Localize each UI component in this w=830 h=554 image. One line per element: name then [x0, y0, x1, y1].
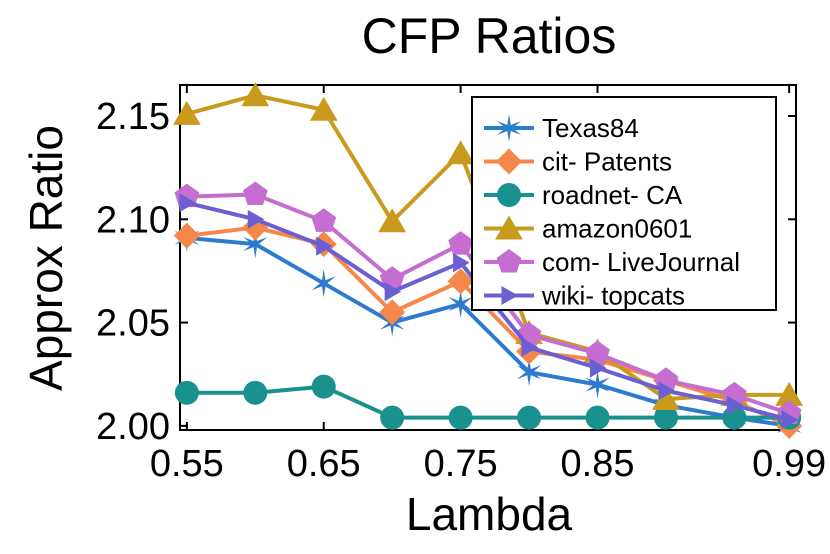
- data-point-com-livejournal: [448, 231, 473, 255]
- data-point-wiki-topcats: [590, 358, 607, 378]
- y-tick-label: 2.05: [96, 303, 170, 345]
- data-point-amazon0601: [173, 100, 201, 125]
- legend-item-texas84: Texas84: [484, 113, 639, 143]
- legend-item-wiki-topcats: wiki- topcats: [484, 281, 685, 311]
- data-point-wiki-topcats: [453, 253, 470, 273]
- legend-marker: [496, 249, 522, 273]
- ticks-layer: 0.55 0.65 0.75 0.85 0.99 2.00 2.05 2.10 2.15: [96, 85, 826, 485]
- data-point-wiki-topcats: [384, 282, 402, 302]
- legend-label: Texas84: [542, 113, 639, 143]
- series-roadnet-ca: [174, 374, 802, 430]
- data-point-wiki-topcats: [658, 381, 675, 401]
- x-axis-label: Lambda: [406, 488, 573, 540]
- series-line-cit-patents: [186, 225, 791, 428]
- data-point-wiki-topcats: [726, 395, 744, 415]
- legend-item-amazon0601: amazon0601: [484, 214, 692, 244]
- legend-item-com-livejournal: com- LiveJournal: [484, 247, 740, 277]
- data-point-amazon0601: [309, 96, 338, 121]
- data-point-texas84: [516, 358, 542, 387]
- legend-label: amazon0601: [542, 214, 692, 244]
- data-point-wiki-topcats: [521, 337, 539, 357]
- legend-marker: [495, 215, 523, 240]
- data-point-com-livejournal: [585, 340, 610, 365]
- legend-box: [471, 96, 777, 311]
- data-point-roadnet-ca: [653, 405, 678, 430]
- y-axis-label: Approx Ratio: [20, 125, 72, 391]
- series-line-roadnet-ca: [186, 384, 790, 420]
- chart-title: CFP Ratios: [362, 8, 617, 64]
- data-point-com-livejournal: [311, 208, 337, 232]
- data-point-texas84: [585, 370, 610, 399]
- data-point-amazon0601: [241, 82, 270, 107]
- data-point-cit-patents: [379, 299, 406, 326]
- data-point-amazon0601: [378, 208, 406, 233]
- x-tick-label: 0.99: [752, 443, 826, 485]
- data-point-amazon0601: [775, 381, 803, 406]
- legend-label: roadnet- CA: [542, 180, 683, 210]
- data-point-amazon0601: [446, 140, 475, 165]
- data-point-roadnet-ca: [243, 380, 268, 405]
- data-point-cit-patents: [447, 268, 474, 295]
- legend-item-roadnet-ca: roadnet- CA: [484, 180, 683, 210]
- data-point-roadnet-ca: [311, 374, 336, 399]
- data-point-cit-patents: [173, 222, 200, 249]
- data-point-wiki-topcats: [247, 209, 265, 229]
- plot-frame: [179, 84, 797, 431]
- x-tick-label: 0.65: [287, 443, 361, 485]
- data-point-wiki-topcats: [179, 193, 196, 213]
- legend-marker: [496, 148, 522, 175]
- data-point-roadnet-ca: [448, 405, 473, 430]
- x-tick-label: 0.55: [150, 443, 224, 485]
- y-tick-label: 2.15: [96, 96, 170, 138]
- data-point-texas84: [311, 269, 336, 298]
- data-point-roadnet-ca: [517, 405, 542, 430]
- data-point-com-livejournal: [242, 181, 268, 205]
- y-tick-label: 2.00: [96, 406, 170, 448]
- data-point-wiki-topcats: [316, 236, 333, 256]
- data-point-roadnet-ca: [380, 405, 405, 430]
- data-point-texas84: [243, 230, 268, 259]
- legend-marker: [497, 183, 521, 207]
- legend-label: cit- Patents: [542, 147, 672, 177]
- series-layer: [173, 82, 803, 440]
- series-line-texas84: [186, 235, 790, 428]
- legend-item-cit-patents: cit- Patents: [484, 147, 672, 177]
- legend-label: wiki- topcats: [541, 281, 685, 311]
- data-point-amazon0601: [652, 386, 680, 410]
- legend-label: com- LiveJournal: [542, 247, 740, 277]
- data-point-roadnet-ca: [174, 380, 199, 405]
- x-tick-label: 0.85: [561, 443, 635, 485]
- x-tick-label: 0.75: [424, 443, 498, 485]
- data-point-roadnet-ca: [585, 405, 610, 430]
- legend-marker: [496, 114, 522, 142]
- data-point-texas84: [448, 290, 473, 318]
- legend-marker: [501, 286, 518, 305]
- data-point-wiki-topcats: [781, 410, 799, 430]
- y-tick-label: 2.10: [96, 199, 170, 241]
